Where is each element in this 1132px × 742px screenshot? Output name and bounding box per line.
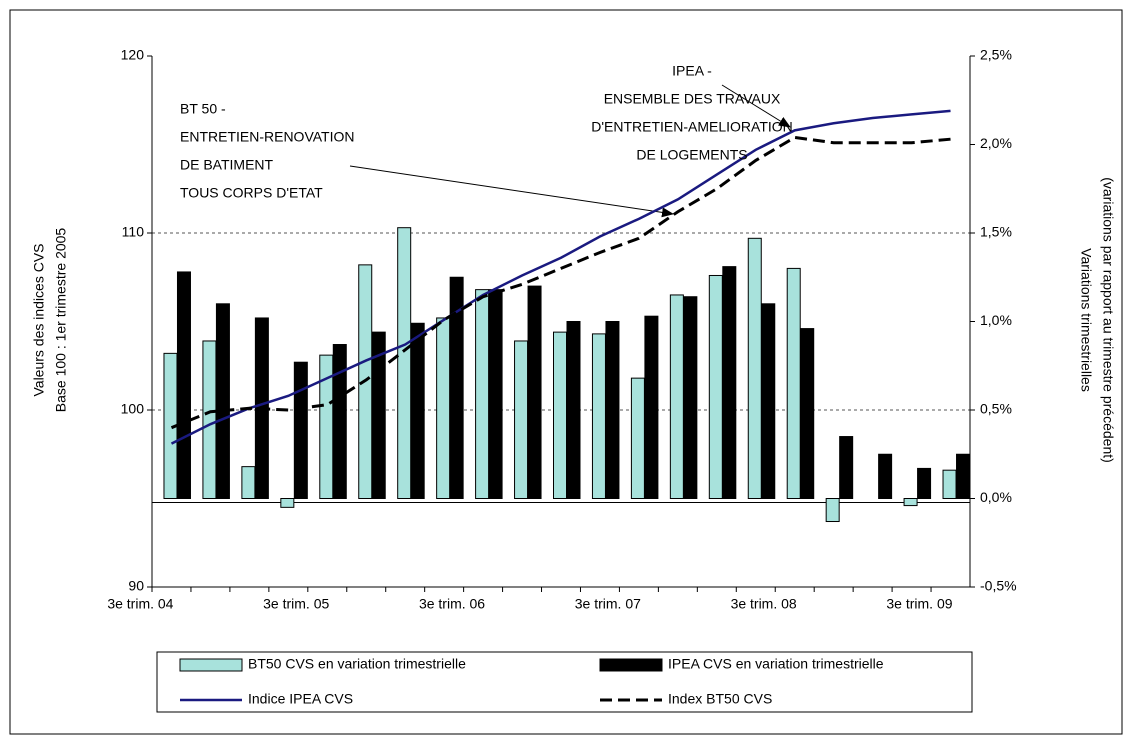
line [170,135,951,430]
annotation: IPEA - [672,63,712,79]
y2-tick-label: 2,5% [980,47,1012,63]
bar [747,237,762,499]
bar [553,331,567,499]
bar [825,498,840,523]
bar [332,344,347,500]
y-tick-label: 100 [121,401,145,417]
bar [202,340,217,499]
bar [241,466,256,500]
bar [683,296,698,499]
bar [708,274,723,500]
legend-swatch [179,658,243,672]
annotation: DE BATIMENT [180,157,274,173]
bar [436,317,451,499]
annotation: DE LOGEMENTS [636,147,747,163]
bar [215,303,230,499]
y2-axis-label: (variations par rapport au trimestre pré… [1100,177,1116,463]
y2-tick-label: 2,0% [980,135,1012,151]
bar [449,276,464,499]
arrow [349,165,674,218]
bar [878,453,893,499]
annotation: D'ENTRETIEN-AMELIORATION [591,119,793,135]
y2-tick-label: 1,0% [980,312,1012,328]
bar [527,285,542,499]
legend [156,651,973,713]
legend-swatch [599,658,663,672]
y2-tick-label: 1,5% [980,224,1012,240]
bar [761,303,776,499]
y-tick-label: 120 [121,47,145,63]
annotation: ENSEMBLE DES TRAVAUX [604,91,781,107]
bar [176,271,191,499]
y2-tick-label: -0,5% [980,578,1017,594]
y2-tick-label: 0,0% [980,489,1012,505]
line [170,109,951,445]
x-tick-label: 3e trim. 04 [107,596,173,612]
bar [630,377,645,500]
legend-label: BT50 CVS en variation trimestrielle [248,656,466,672]
bar [903,498,918,507]
bar [475,289,490,500]
x-tick-label: 3e trim. 08 [731,596,797,612]
bar [410,322,425,499]
bar [956,453,971,499]
y-tick-label: 90 [128,578,144,594]
legend-label: Index BT50 CVS [668,691,772,707]
bar [605,321,620,499]
bar [669,294,684,500]
x-tick-label: 3e trim. 07 [575,596,641,612]
x-tick-label: 3e trim. 06 [419,596,485,612]
annotation: BT 50 - [180,101,226,117]
x-tick-label: 3e trim. 05 [263,596,329,612]
bar [591,333,606,500]
x-tick-label: 3e trim. 09 [886,596,952,612]
bar [566,321,581,499]
y-axis-label: Valeurs des indices CVS [31,243,47,396]
y2-axis-label: Variations trimestrielles [1078,248,1094,392]
annotation: ENTRETIEN-RENOVATION [180,129,355,145]
bar [786,267,801,499]
bar [800,328,815,499]
bar [293,361,308,499]
bar [722,266,737,499]
y-tick-label: 110 [122,224,145,240]
bar [644,315,659,499]
arrow [721,84,791,128]
y2-tick-label: 0,5% [980,401,1012,417]
y-axis-label: Base 100 : 1er trimestre 2005 [53,228,69,413]
bar [514,340,529,499]
bar [280,498,295,508]
bar [942,469,957,499]
bar [488,289,503,500]
annotation: TOUS CORPS D'ETAT [180,185,323,201]
bar [839,436,854,499]
bar [917,467,932,500]
bar [397,227,412,499]
legend-label: Indice IPEA CVS [248,691,353,707]
legend-label: IPEA CVS en variation trimestrielle [668,656,884,672]
